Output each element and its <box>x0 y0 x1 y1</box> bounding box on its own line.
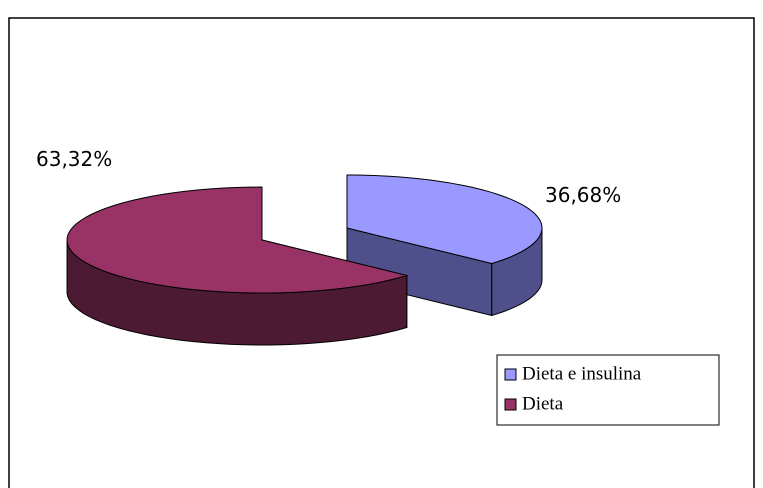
legend-label: Dieta e insulina <box>522 363 642 384</box>
slice-top <box>346 174 543 265</box>
legend-swatch <box>504 368 517 381</box>
slice-top <box>66 186 409 294</box>
legend-entries: Dieta e insulina Dieta <box>504 363 642 414</box>
value-label: 63,32% <box>36 147 112 171</box>
legend <box>496 354 720 426</box>
legend-swatch <box>504 398 517 411</box>
pie <box>66 174 543 346</box>
legend-label: Dieta <box>522 393 564 414</box>
value-label: 36,68% <box>545 183 621 207</box>
